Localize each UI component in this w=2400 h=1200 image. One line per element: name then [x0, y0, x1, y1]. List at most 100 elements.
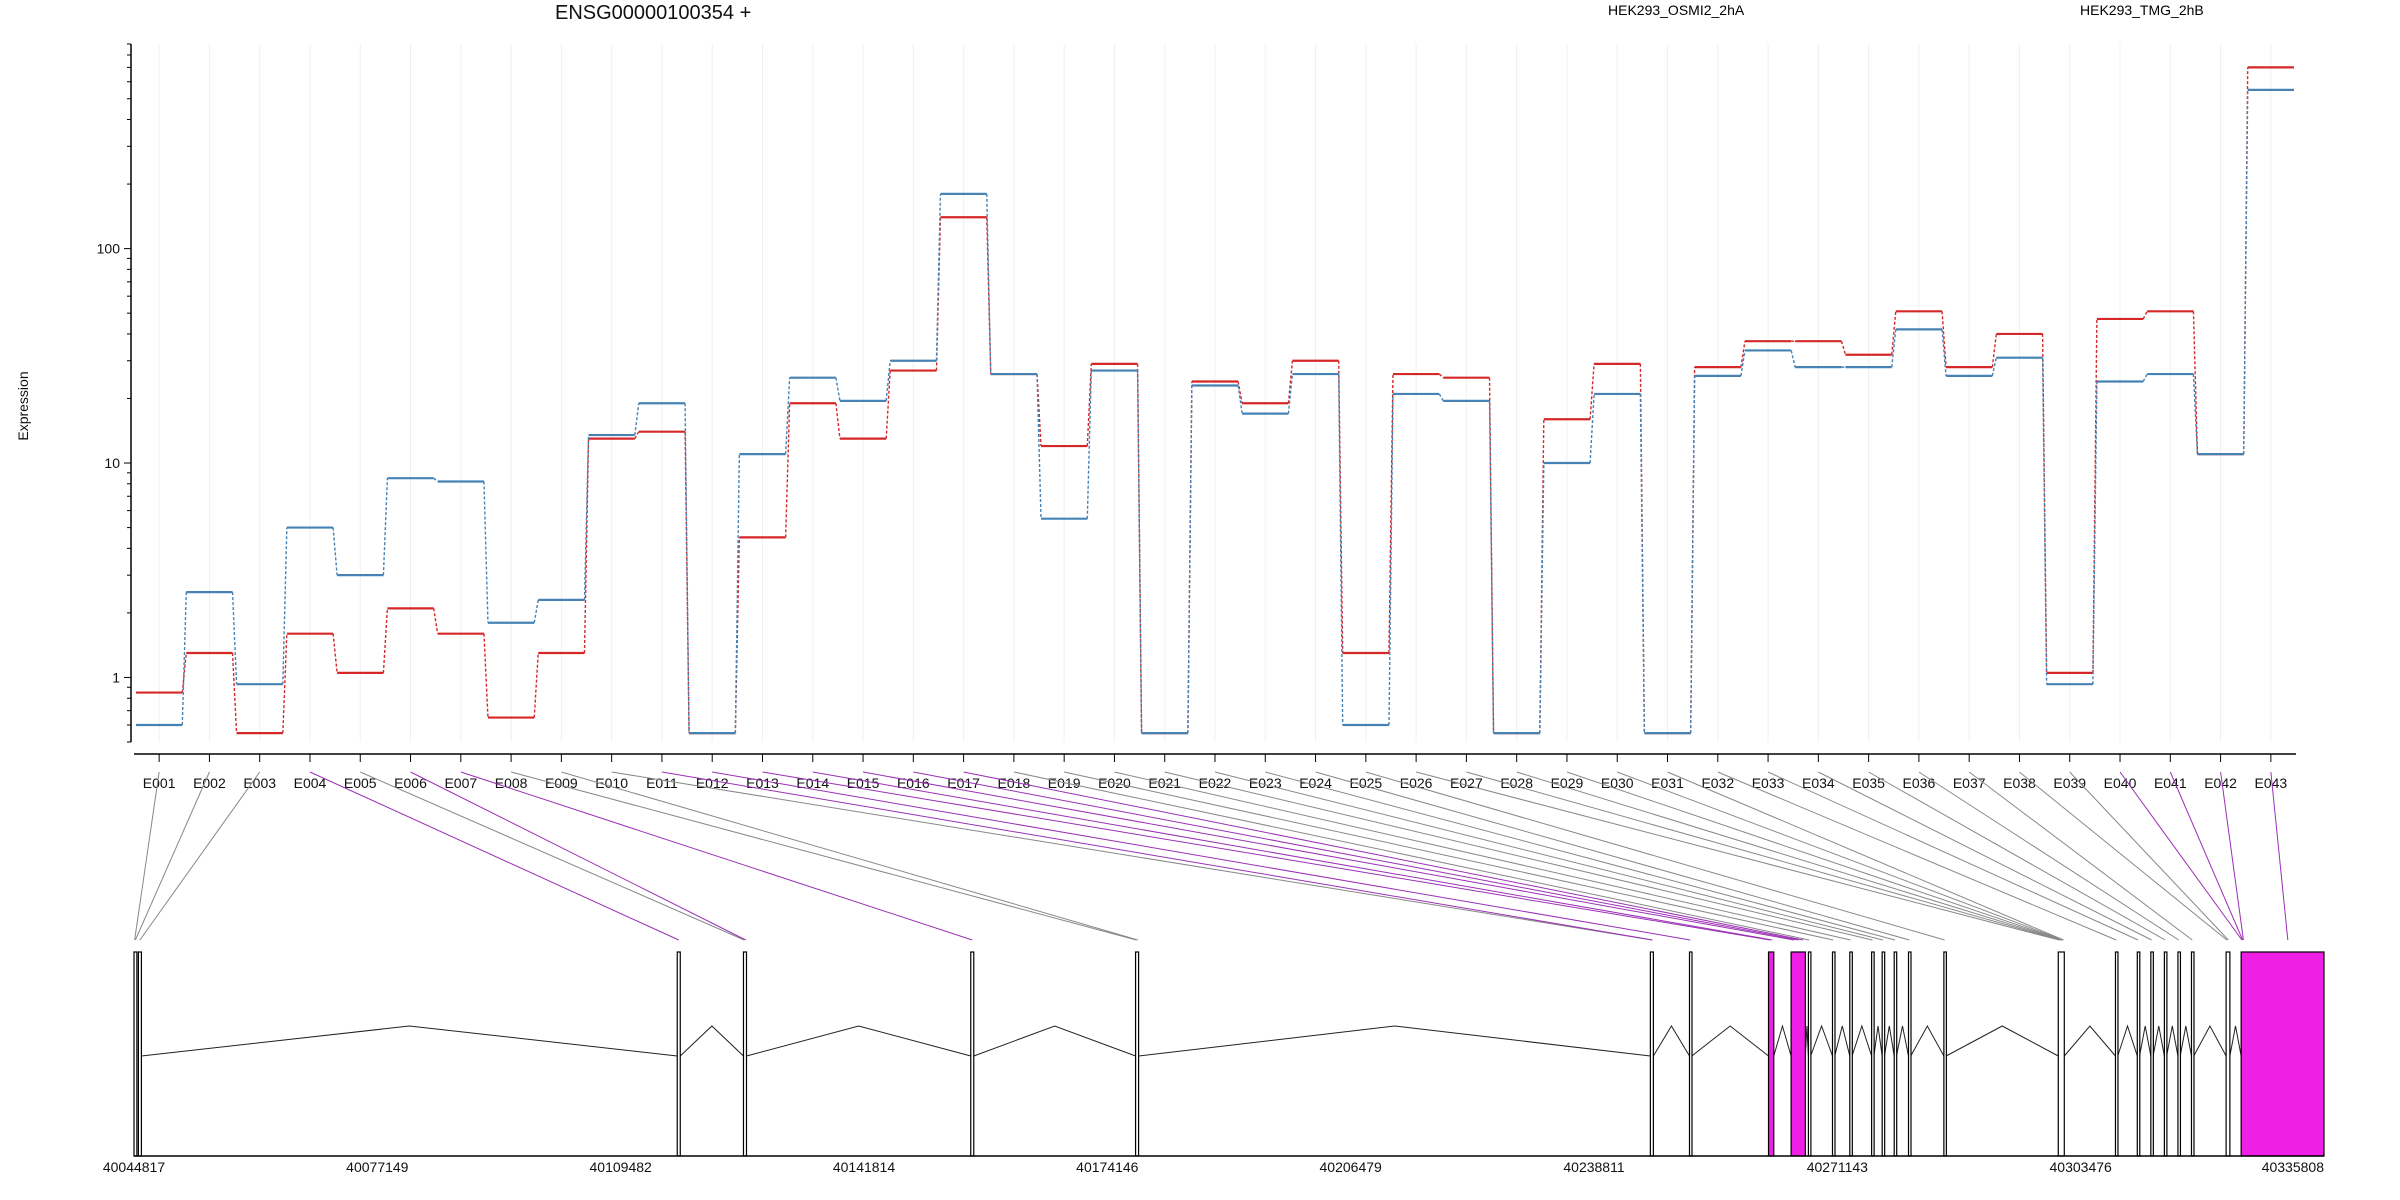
exon-connector-e018 — [1013, 771, 1810, 941]
intron-arc — [973, 1025, 1136, 1057]
series-1-connector — [583, 438, 590, 654]
series-2-connector — [1941, 329, 1947, 376]
exon-connectors — [134, 771, 2289, 941]
series-2-connector — [231, 592, 238, 685]
exon-connector-e008 — [510, 771, 1137, 941]
series-1-connector — [1086, 363, 1093, 447]
series-2-connector — [1991, 357, 1998, 377]
vertical-grid — [158, 44, 2272, 742]
legend-series-tmg: HEK293_TMG_2hB — [2080, 2, 2204, 18]
x-tick-label-e016: E016 — [897, 775, 930, 791]
exon-connector-e001 — [134, 771, 160, 941]
exon-connector-e006 — [410, 771, 746, 941]
series-2-connector — [332, 527, 338, 576]
exon-connector-e026 — [1415, 771, 2060, 941]
exon-connector-e036 — [1918, 771, 2179, 941]
intron-arc — [2139, 1025, 2152, 1057]
x-tick-label-e030: E030 — [1601, 775, 1634, 791]
legend-series-osmi2: HEK293_OSMI2_2hA — [1608, 2, 1745, 18]
exon — [2163, 951, 2168, 1157]
series-2-connector — [2192, 374, 2199, 455]
exon-connector-e029 — [1566, 771, 2063, 941]
series-1-connector — [1388, 374, 1394, 654]
exon — [2225, 951, 2231, 1157]
x-tick-label-e025: E025 — [1349, 775, 1382, 791]
series-2-connector — [382, 478, 389, 576]
series-2-connector — [734, 454, 741, 734]
series-1-connector — [181, 652, 187, 693]
exon-connector-e037 — [1968, 771, 2193, 941]
series-1-connector — [533, 652, 539, 718]
series-2-connector — [1136, 370, 1143, 734]
series-2-connector — [1740, 350, 1746, 376]
exon — [1871, 951, 1875, 1157]
exon-connector-e003 — [139, 771, 261, 941]
intron-arc — [1851, 1024, 1873, 1057]
series-1-connector — [2192, 311, 2199, 455]
intron-arc — [2166, 1025, 2179, 1057]
series-2-connector — [1639, 393, 1646, 734]
series-2-connector — [181, 592, 187, 726]
exon-connector-e017 — [963, 771, 1804, 941]
exon-connector-e024 — [1315, 771, 1910, 941]
exon-connector-e034 — [1818, 771, 2152, 941]
exon-connector-e011 — [661, 771, 1653, 941]
series-1-connector — [432, 608, 439, 634]
x-tick-label-e032: E032 — [1701, 775, 1734, 791]
exon-connector-e015 — [862, 771, 1795, 941]
exon-connector-e023 — [1265, 771, 1896, 941]
series-2-connector — [282, 527, 288, 685]
series-1-connector — [885, 370, 891, 439]
x-tick-label-e017: E017 — [947, 775, 980, 791]
series-1-connector — [1891, 311, 1897, 355]
series-1-connector — [1237, 381, 1243, 404]
intron-arc — [1834, 1025, 1851, 1057]
exon-highlighted — [1790, 951, 1806, 1157]
series-2-connector — [885, 360, 891, 401]
exon-connector-e009 — [561, 771, 1138, 941]
series-1-connector — [2092, 318, 2098, 673]
series-1-connector — [1941, 311, 1947, 368]
genomic-tick-label: 40271143 — [1807, 1159, 1868, 1175]
x-axis: E001 E002 E003 E004 E005 E006 E007 E008 E009 E010… — [134, 753, 2296, 791]
series-1-connector — [382, 608, 389, 673]
y-tick-label: 1 — [112, 669, 120, 685]
series-1-connector — [332, 633, 338, 673]
exon-connector-e021 — [1164, 771, 1873, 941]
exon-connector-e020 — [1114, 771, 1851, 941]
series-2-connector — [483, 481, 489, 623]
intron-arc — [746, 1025, 971, 1057]
x-tick-label-e002: E002 — [193, 775, 226, 791]
series-2-connector — [784, 377, 791, 455]
intron-arc — [141, 1025, 678, 1057]
exon — [1943, 951, 1947, 1157]
exon-connector-e019 — [1064, 771, 1834, 941]
exon — [2177, 951, 2182, 1157]
y-tick-label: 100 — [97, 241, 121, 257]
chart-title: ENSG00000100354 + — [555, 2, 752, 24]
exon-highlighted — [2240, 951, 2325, 1157]
intron-arc — [1883, 1025, 1895, 1057]
intron-arc — [1652, 1025, 1690, 1057]
x-tick-label-e040: E040 — [2104, 775, 2137, 791]
exon — [2136, 951, 2141, 1157]
exon-connector-e027 — [1466, 771, 2061, 941]
exon-connector-e043 — [2270, 771, 2289, 941]
series-1-connector — [986, 217, 992, 375]
series-1-connector — [1287, 360, 1294, 404]
exon-connector-e040 — [2119, 771, 2243, 941]
x-tick-label-e029: E029 — [1551, 775, 1584, 791]
x-tick-label-e026: E026 — [1400, 775, 1433, 791]
exon — [2150, 951, 2154, 1157]
x-tick-label-e005: E005 — [344, 775, 377, 791]
series-2-connector — [1539, 463, 1545, 734]
x-tick-label-e034: E034 — [1802, 775, 1835, 791]
x-tick-label-e037: E037 — [1953, 775, 1986, 791]
x-tick-label-e041: E041 — [2154, 775, 2187, 791]
genomic-tick-label: 40044817 — [103, 1159, 166, 1175]
x-tick-label-e028: E028 — [1500, 775, 1533, 791]
y-axis: 1 10 100 — [97, 43, 132, 743]
x-tick-label-e007: E007 — [444, 775, 477, 791]
exon — [1907, 951, 1912, 1157]
exon — [1893, 951, 1898, 1157]
